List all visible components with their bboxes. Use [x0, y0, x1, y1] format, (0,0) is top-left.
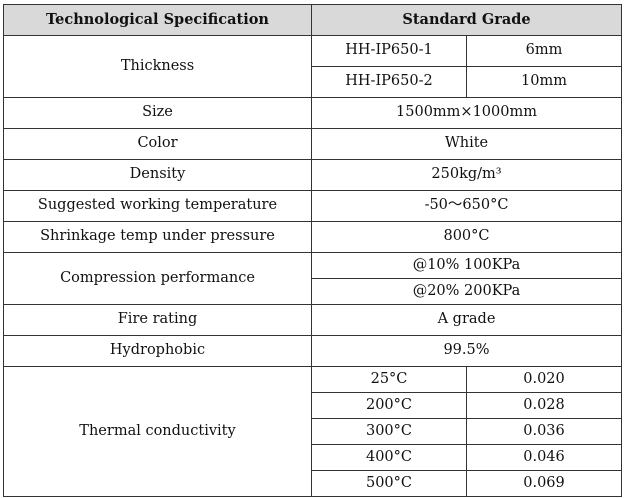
thermal-value-3: 0.036: [466, 418, 622, 445]
table-row: Color White: [3, 128, 622, 160]
thickness-value-2: 10mm: [466, 66, 622, 98]
header-spec: Technological Specification: [3, 4, 312, 36]
thermal-temp-5: 500°C: [311, 470, 467, 497]
table-row: HH-IP650-2 10mm: [4, 66, 622, 98]
thermal-temp-4: 400°C: [311, 444, 467, 471]
size-label: Size: [3, 97, 312, 129]
shrink-temp-value: 800°C: [311, 221, 622, 253]
table-row: Size 1500mm×1000mm: [3, 97, 622, 129]
size-value: 1500mm×1000mm: [311, 97, 622, 129]
density-label: Density: [3, 159, 312, 191]
table-row: Suggested working temperature -50～650°C: [3, 190, 622, 222]
thermal-value-1: 0.020: [466, 366, 622, 393]
table-row: Density 250kg/m³: [3, 159, 622, 191]
thermal-temp-2: 200°C: [311, 392, 467, 419]
table-row: 200°C 0.028: [4, 392, 622, 419]
table-row: Thermal conductivity 25°C 0.020: [3, 366, 622, 497]
density-value: 250kg/m³: [311, 159, 622, 191]
thermal-value-4: 0.046: [466, 444, 622, 471]
table-row: 400°C 0.046: [4, 444, 622, 471]
thermal-value-5: 0.069: [466, 470, 622, 497]
table-row: 500°C 0.069: [4, 470, 622, 497]
table-row: Thickness HH-IP650-1 6mm: [3, 35, 622, 98]
thickness-model-1: HH-IP650-1: [311, 35, 467, 67]
table-row: Compression performance @10% 100KPa: [3, 252, 622, 305]
color-value: White: [311, 128, 622, 160]
hydrophobic-value: 99.5%: [311, 335, 622, 367]
compression-value-1: @10% 100KPa: [311, 252, 622, 279]
table-row: 300°C 0.036: [4, 418, 622, 445]
thickness-label: Thickness: [3, 35, 312, 98]
fire-value: A grade: [311, 304, 622, 336]
header-grade: Standard Grade: [311, 4, 622, 36]
thickness-value-1: 6mm: [466, 35, 622, 67]
shrink-temp-label: Shrinkage temp under pressure: [3, 221, 312, 253]
thickness-model-2: HH-IP650-2: [311, 66, 467, 98]
thermal-label: Thermal conductivity: [3, 366, 312, 497]
hydrophobic-label: Hydrophobic: [3, 335, 312, 367]
table-row: Shrinkage temp under pressure 800°C: [3, 221, 622, 253]
compression-value-2: @20% 200KPa: [311, 278, 622, 305]
thermal-value-2: 0.028: [466, 392, 622, 419]
compression-label: Compression performance: [3, 252, 312, 305]
table-row: Hydrophobic 99.5%: [3, 335, 622, 367]
table-row: Fire rating A grade: [3, 304, 622, 336]
thermal-temp-1: 25°C: [311, 366, 467, 393]
spec-table: Technological Specification Standard Gra…: [3, 4, 622, 497]
thermal-temp-3: 300°C: [311, 418, 467, 445]
fire-label: Fire rating: [3, 304, 312, 336]
working-temp-value: -50～650°C: [311, 190, 622, 222]
color-label: Color: [3, 128, 312, 160]
working-temp-label: Suggested working temperature: [3, 190, 312, 222]
